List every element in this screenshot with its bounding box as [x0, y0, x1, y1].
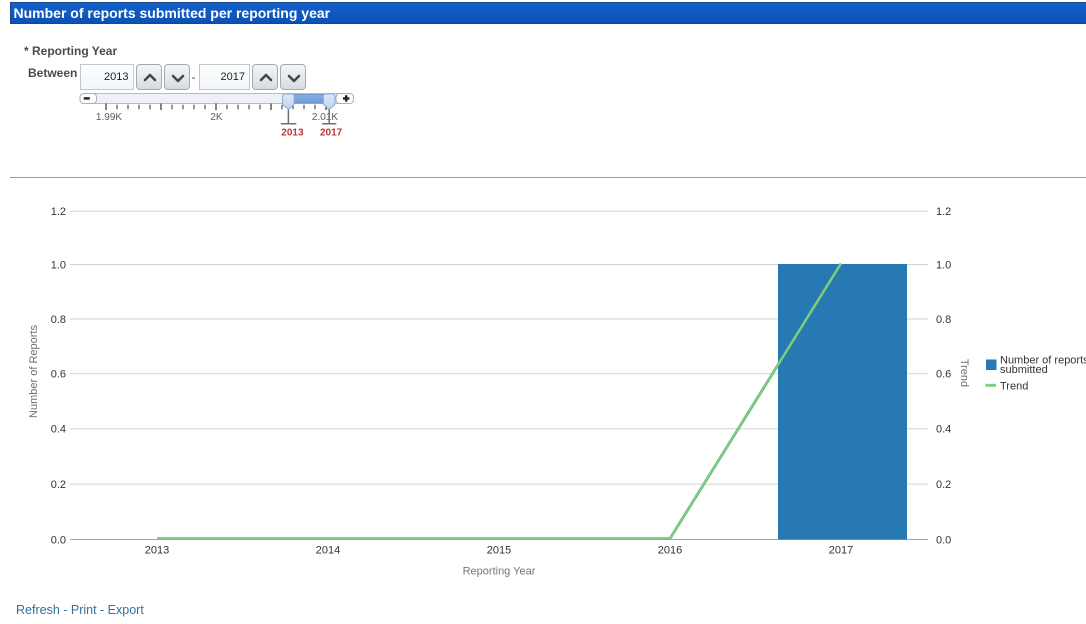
svg-text:0.4: 0.4 [51, 424, 66, 436]
svg-text:2.01K: 2.01K [312, 112, 338, 123]
svg-text:Number of Reports: Number of Reports [28, 325, 40, 418]
svg-text:0.8: 0.8 [936, 314, 951, 326]
svg-text:1.0: 1.0 [51, 259, 66, 271]
svg-text:submitted: submitted [1000, 364, 1048, 376]
svg-text:1.99K: 1.99K [96, 112, 122, 123]
svg-text:Number of reports: Number of reports [1000, 354, 1086, 366]
svg-text:2017: 2017 [320, 128, 343, 139]
svg-text:0.6: 0.6 [51, 369, 66, 381]
svg-text:0.2: 0.2 [936, 479, 951, 491]
svg-text:1.2: 1.2 [51, 206, 66, 218]
svg-text:0.6: 0.6 [936, 369, 951, 381]
svg-text:Trend: Trend [958, 359, 970, 387]
svg-text:2015: 2015 [487, 545, 511, 557]
svg-text:1.0: 1.0 [936, 259, 951, 271]
svg-text:0.8: 0.8 [51, 314, 66, 326]
svg-text:Trend: Trend [1000, 380, 1028, 392]
svg-text:2016: 2016 [658, 545, 682, 557]
svg-text:2013: 2013 [281, 128, 304, 139]
svg-text:0.4: 0.4 [936, 424, 951, 436]
svg-text:0.0: 0.0 [936, 534, 951, 546]
svg-text:2K: 2K [210, 112, 223, 123]
svg-text:2014: 2014 [316, 545, 340, 557]
svg-text:0.2: 0.2 [51, 479, 66, 491]
svg-text:0.0: 0.0 [51, 534, 66, 546]
svg-text:2017: 2017 [829, 545, 853, 557]
svg-text:1.2: 1.2 [936, 206, 951, 218]
svg-text:2013: 2013 [145, 545, 169, 557]
svg-text:Reporting Year: Reporting Year [463, 566, 536, 578]
